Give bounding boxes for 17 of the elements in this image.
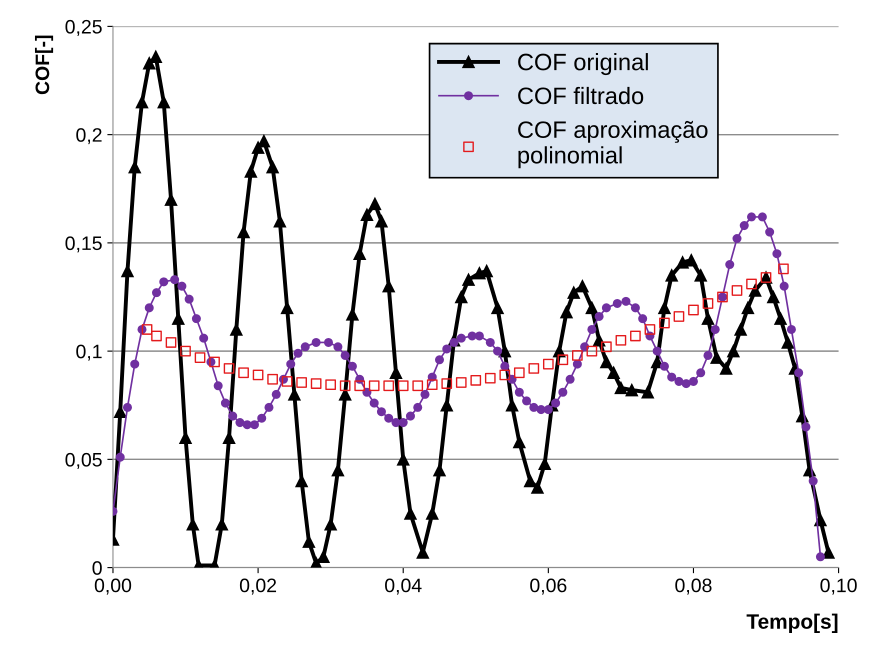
y-tick-label: 0,05 — [65, 452, 102, 469]
y-tick-label: 0,15 — [65, 236, 102, 252]
x-tick-label: 0,00 — [94, 578, 132, 595]
x-tick-label: 0,04 — [385, 578, 422, 595]
y-axis-title: COF[-] — [34, 36, 54, 94]
y-tick-label: 0,25 — [65, 20, 102, 36]
legend-label: COF filtrado — [518, 86, 644, 104]
y-tick-label: 0,1 — [76, 344, 102, 361]
legend-label: COF original — [518, 53, 648, 76]
x-tick-label: 0,06 — [530, 578, 566, 595]
y-tick-label: 0 — [92, 561, 102, 575]
legend-label: COF aproximação polinomial — [518, 120, 708, 168]
x-tick-label: 0,08 — [675, 578, 712, 595]
x-axis-title: Tempo[s] — [746, 614, 838, 634]
y-tick-label: 0,2 — [76, 128, 102, 144]
x-tick-label: 0,10 — [820, 578, 857, 595]
x-tick-label: 0,02 — [240, 578, 276, 595]
